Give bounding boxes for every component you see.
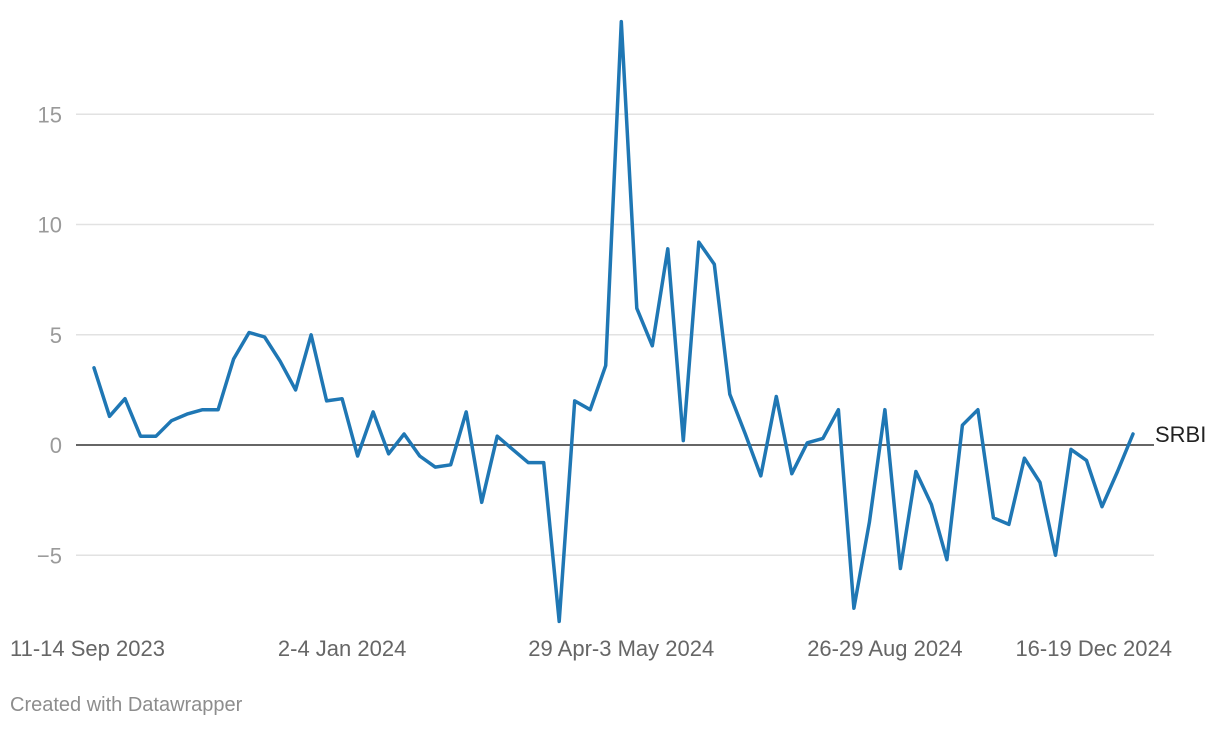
x-tick-label: 2-4 Jan 2024 <box>278 636 406 661</box>
series-line-srbi <box>92 19 1135 624</box>
line-chart: −5 0 5 10 15 SRBI 11-14 Sep 2023 2-4 Jan 2024… <box>10 19 1206 661</box>
y-axis-ticks: −5 0 5 10 15 <box>37 102 62 568</box>
y-tick-label: 5 <box>50 323 62 348</box>
y-tick-label: −5 <box>37 543 62 568</box>
series-lines <box>92 19 1135 624</box>
x-tick-label: 29 Apr-3 May 2024 <box>528 636 714 661</box>
x-axis-ticks: 11-14 Sep 2023 2-4 Jan 2024 29 Apr-3 May 2… <box>10 636 1172 661</box>
y-tick-label: 10 <box>38 213 62 238</box>
series-labels: SRBI <box>1155 422 1206 447</box>
y-tick-label: 15 <box>38 102 62 127</box>
x-tick-label: 16-19 Dec 2024 <box>1015 636 1172 661</box>
x-tick-label: 11-14 Sep 2023 <box>10 636 165 661</box>
x-tick-label: 26-29 Aug 2024 <box>807 636 962 661</box>
footer-credit: Created with Datawrapper <box>10 694 243 716</box>
series-label-srbi: SRBI <box>1155 422 1206 447</box>
y-tick-label: 0 <box>50 433 62 458</box>
